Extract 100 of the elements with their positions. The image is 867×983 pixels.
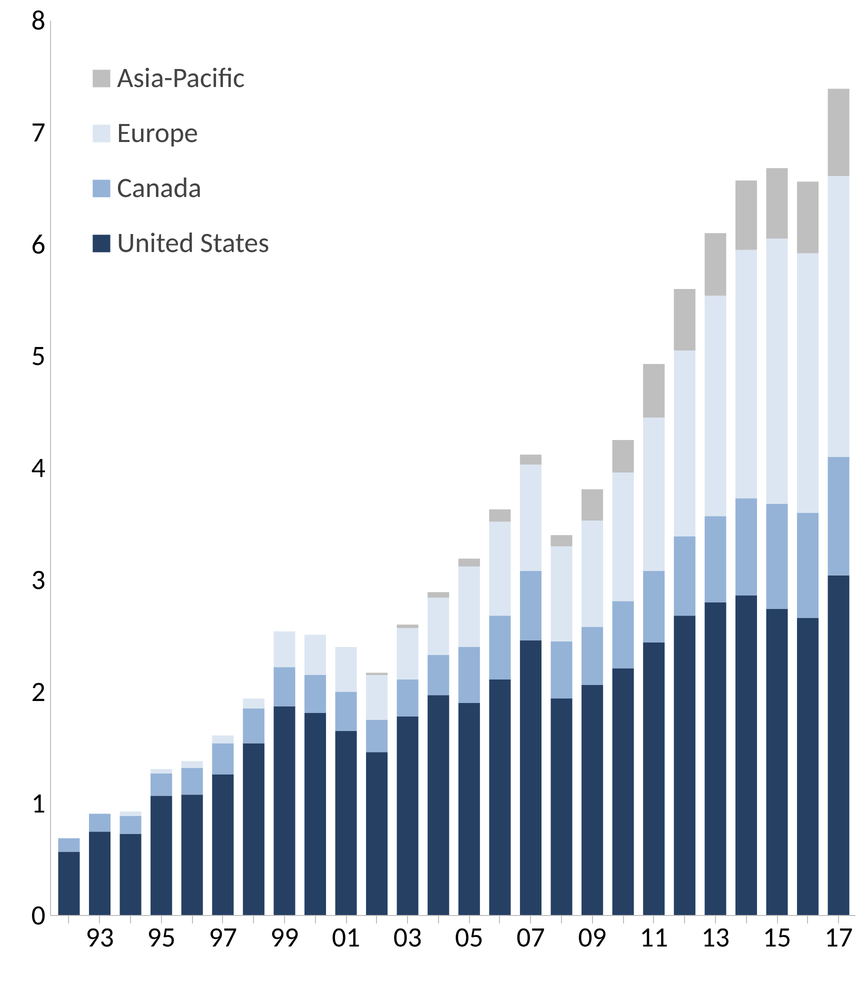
bar <box>120 816 142 834</box>
bar <box>612 668 634 916</box>
bar <box>643 570 665 643</box>
bar <box>766 238 788 504</box>
bar <box>797 618 819 916</box>
bar <box>88 832 111 916</box>
bar <box>396 624 418 628</box>
bar <box>242 743 264 916</box>
bar <box>520 464 542 571</box>
y-tick-label: 0 <box>31 898 46 932</box>
bar <box>58 838 80 852</box>
bar <box>366 752 388 916</box>
legend-label: Canada <box>117 170 202 205</box>
bar <box>643 364 665 418</box>
bar <box>704 296 726 516</box>
bar <box>274 667 296 706</box>
x-tick-label: 11 <box>640 920 668 954</box>
bar <box>735 596 757 916</box>
legend-label: Europe <box>117 115 198 150</box>
bar <box>335 692 357 731</box>
bar <box>150 768 172 774</box>
x-tick-label: 07 <box>516 920 545 954</box>
x-tick-label: 97 <box>208 920 238 954</box>
y-tick-label: 4 <box>31 450 46 485</box>
x-tick-label: 09 <box>578 920 606 954</box>
bar <box>612 472 634 602</box>
y-tick-label: 7 <box>31 114 46 150</box>
bar <box>704 233 726 296</box>
bar <box>643 642 665 916</box>
bar <box>489 679 511 916</box>
y-tick-label: 3 <box>31 562 46 597</box>
bar <box>274 631 296 668</box>
bar <box>212 743 234 775</box>
bar <box>181 768 203 795</box>
legend-label: United States <box>117 225 270 260</box>
bar <box>304 634 326 675</box>
x-tick-label: 13 <box>701 920 730 954</box>
bar <box>550 546 572 642</box>
bar <box>181 794 203 916</box>
bar <box>766 504 788 609</box>
y-tick-label: 5 <box>31 338 46 374</box>
bar <box>458 647 480 703</box>
bar <box>828 575 850 916</box>
bar <box>520 454 542 465</box>
bar <box>612 440 634 472</box>
y-tick-label: 6 <box>31 226 46 262</box>
bar <box>828 456 850 576</box>
bar <box>520 570 542 640</box>
bar <box>766 608 788 916</box>
bar <box>150 773 172 796</box>
x-tick-label: 99 <box>270 920 299 954</box>
bar <box>150 796 172 916</box>
bar <box>828 176 850 457</box>
bar <box>274 706 296 916</box>
bar <box>335 647 357 692</box>
bar <box>704 516 726 602</box>
bar <box>58 852 80 916</box>
bar <box>520 640 542 916</box>
bar <box>212 735 234 744</box>
bar <box>582 489 604 521</box>
bar <box>428 654 450 696</box>
x-tick-label: 03 <box>393 920 422 954</box>
bar <box>366 720 388 752</box>
bar <box>242 698 264 709</box>
bar <box>304 713 326 916</box>
bar <box>674 616 696 916</box>
bar <box>797 182 819 254</box>
bar <box>242 708 264 744</box>
bar <box>396 679 418 716</box>
bar <box>550 698 572 916</box>
bar <box>797 512 819 618</box>
bar <box>120 811 142 816</box>
bar <box>335 730 357 916</box>
bar <box>458 702 480 916</box>
bar <box>489 509 511 522</box>
bar <box>612 601 634 668</box>
bar <box>735 498 757 596</box>
bar <box>550 535 572 546</box>
x-tick-label: 93 <box>86 920 114 954</box>
bar <box>181 761 203 768</box>
bar <box>428 592 450 598</box>
bar <box>458 566 480 647</box>
bar <box>643 418 665 571</box>
bar <box>366 674 388 720</box>
bar <box>797 253 819 513</box>
bar <box>735 250 757 498</box>
y-tick-label: 2 <box>31 674 46 709</box>
bar <box>582 626 604 686</box>
bar <box>582 520 604 627</box>
bar <box>489 616 511 680</box>
legend-label: Asia-Pacific <box>117 60 245 95</box>
bar <box>704 602 726 916</box>
bar <box>88 814 111 832</box>
bar <box>458 558 480 566</box>
y-tick-label: 1 <box>31 786 46 821</box>
bar <box>304 674 326 714</box>
bar <box>766 168 788 239</box>
bar <box>428 598 450 655</box>
x-tick-label: 05 <box>454 920 484 954</box>
x-tick-label: 01 <box>332 920 360 954</box>
